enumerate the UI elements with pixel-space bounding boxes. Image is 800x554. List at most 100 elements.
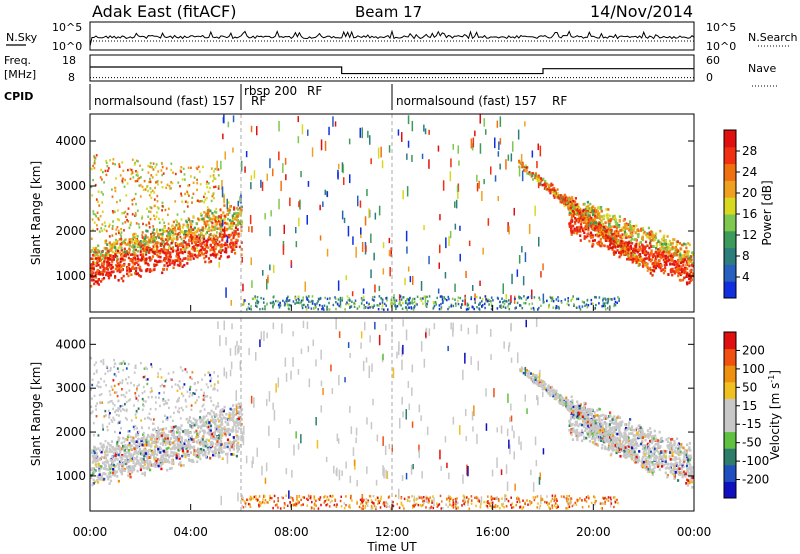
- range-gate-cell: [119, 456, 122, 459]
- range-gate-cell: [211, 246, 214, 250]
- range-gate-cell: [452, 304, 455, 308]
- range-gate-cell: [675, 268, 678, 271]
- range-gate-cell: [286, 297, 288, 300]
- range-gate-cell: [133, 236, 136, 239]
- range-gate-cell: [326, 248, 329, 257]
- range-gate-cell: [141, 217, 143, 220]
- range-gate-cell: [214, 442, 218, 446]
- range-gate-cell: [103, 467, 106, 470]
- range-gate-cell: [165, 234, 169, 238]
- range-gate-cell: [174, 435, 177, 439]
- range-gate-cell: [666, 259, 670, 263]
- range-gate-cell: [438, 262, 440, 269]
- range-gate-cell: [287, 295, 289, 298]
- range-gate-cell: [235, 232, 238, 236]
- range-gate-cell: [206, 448, 210, 451]
- range-gate-cell: [177, 233, 179, 236]
- range-gate-cell: [262, 270, 264, 276]
- range-gate-cell: [92, 261, 95, 264]
- range-gate-cell: [188, 235, 191, 239]
- range-gate-cell: [110, 255, 113, 258]
- range-gate-cell: [570, 216, 573, 220]
- range-gate-cell: [472, 137, 475, 148]
- range-gate-cell: [522, 165, 525, 169]
- range-gate-cell: [188, 184, 191, 187]
- range-gate-cell: [604, 225, 607, 228]
- range-gate-cell: [193, 226, 196, 230]
- range-gate-cell: [94, 480, 97, 484]
- range-gate-cell: [172, 234, 175, 237]
- range-gate-cell: [296, 301, 298, 304]
- range-gate-cell: [512, 141, 514, 152]
- range-gate-cell: [479, 296, 481, 299]
- range-gate-cell: [195, 423, 198, 426]
- range-gate-cell: [623, 242, 626, 245]
- range-gate-cell: [97, 259, 100, 263]
- range-gate-cell: [111, 250, 114, 254]
- range-gate-cell: [264, 305, 266, 308]
- range-gate-cell: [200, 234, 203, 237]
- range-gate-cell: [473, 297, 476, 301]
- range-gate-cell: [360, 227, 362, 235]
- range-gate-cell: [160, 248, 163, 251]
- range-gate-cell: [146, 450, 149, 453]
- range-gate-cell: [143, 257, 146, 261]
- range-gate-cell: [673, 271, 676, 275]
- range-gate-cell: [273, 264, 275, 273]
- range-gate-cell: [250, 125, 253, 133]
- range-gate-cell: [161, 237, 164, 241]
- range-gate-cell: [575, 219, 578, 222]
- range-gate-cell: [240, 248, 243, 251]
- range-gate-cell: [426, 295, 428, 299]
- range-gate-cell: [153, 441, 156, 444]
- range-gate-cell: [114, 189, 117, 193]
- range-gate-cell: [179, 251, 182, 254]
- range-gate-cell: [118, 163, 121, 166]
- range-gate-cell: [206, 186, 209, 189]
- range-gate-cell: [149, 237, 152, 240]
- range-gate-cell: [662, 271, 665, 275]
- range-gate-cell: [503, 302, 506, 305]
- range-gate-cell: [221, 236, 224, 239]
- range-gate-cell: [157, 236, 160, 239]
- range-gate-cell: [154, 166, 157, 169]
- range-gate-cell: [297, 116, 299, 123]
- range-gate-cell: [187, 432, 190, 435]
- range-gate-cell: [655, 247, 658, 250]
- range-gate-cell: [104, 472, 107, 476]
- range-gate-cell: [162, 434, 165, 437]
- range-gate-cell: [224, 227, 227, 231]
- range-gate-cell: [229, 233, 232, 237]
- range-gate-cell: [631, 253, 634, 256]
- range-gate-cell: [300, 301, 302, 304]
- range-gate-cell: [390, 299, 393, 303]
- range-gate-cell: [322, 201, 324, 207]
- range-gate-cell: [219, 235, 222, 238]
- range-gate-cell: [686, 250, 689, 253]
- noise-left-tick-top: 10^5: [52, 21, 82, 34]
- range-gate-cell: [171, 231, 175, 234]
- range-gate-cell: [572, 214, 575, 218]
- range-gate-cell: [161, 449, 164, 453]
- range-gate-cell: [636, 260, 639, 264]
- range-gate-cell: [218, 446, 221, 449]
- range-gate-cell: [154, 186, 156, 190]
- range-gate-cell: [666, 255, 669, 259]
- range-gate-cell: [136, 446, 139, 449]
- range-gate-cell: [609, 226, 612, 230]
- range-gate-cell: [582, 218, 585, 221]
- range-gate-cell: [150, 444, 153, 448]
- range-gate-cell: [95, 253, 98, 256]
- range-gate-cell: [123, 229, 125, 232]
- range-gate-cell: [106, 459, 109, 463]
- range-gate-cell: [172, 425, 175, 429]
- range-gate-cell: [130, 168, 133, 172]
- range-gate-cell: [227, 207, 230, 211]
- range-gate-cell: [224, 221, 227, 225]
- range-gate-cell: [204, 260, 207, 264]
- range-gate-cell: [96, 280, 99, 283]
- range-gate-cell: [223, 250, 226, 254]
- range-gate-cell: [145, 455, 148, 458]
- range-gate-cell: [213, 250, 216, 254]
- range-gate-cell: [146, 185, 148, 189]
